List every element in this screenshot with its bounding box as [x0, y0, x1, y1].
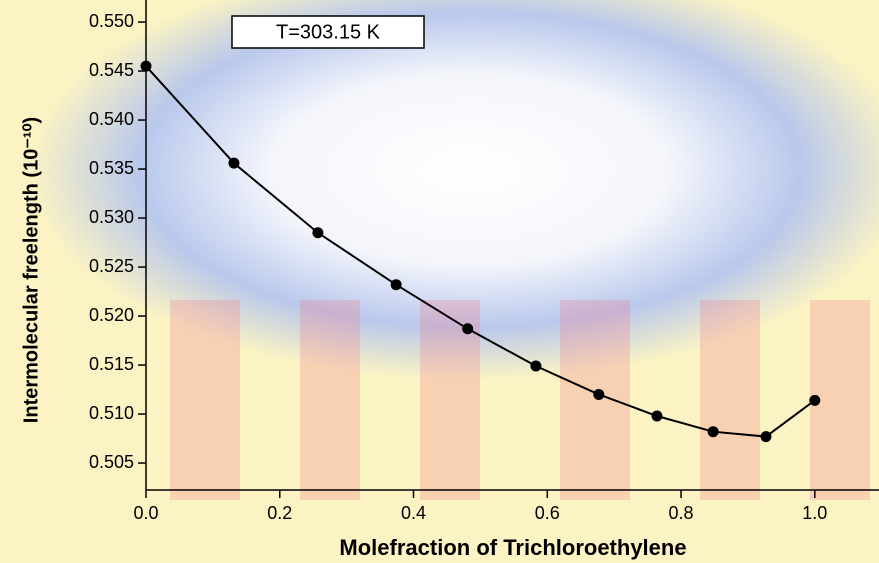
x-tick-label: 0.8	[669, 503, 694, 523]
x-tick-label: 0.0	[133, 503, 158, 523]
x-axis-label: Molefraction of Trichloroethylene	[339, 535, 686, 560]
x-tick-label: 0.4	[401, 503, 426, 523]
y-tick-label: 0.505	[89, 452, 134, 472]
annotation: T=303.15 K	[276, 21, 381, 43]
data-point	[462, 323, 473, 334]
y-tick-label: 0.550	[89, 11, 134, 31]
y-axis-label: Intermolecular freelength (10⁻¹⁰)	[20, 117, 42, 423]
y-tick-label: 0.520	[89, 305, 134, 325]
data-point	[530, 361, 541, 372]
data-point	[391, 279, 402, 290]
x-tick-label: 1.0	[802, 503, 827, 523]
y-tick-label: 0.535	[89, 158, 134, 178]
y-tick-label: 0.540	[89, 109, 134, 129]
data-point	[141, 61, 152, 72]
y-tick-label: 0.515	[89, 354, 134, 374]
chart: T=303.15 K Molefraction of Trichloroethy…	[0, 0, 879, 563]
data-point	[312, 227, 323, 238]
data-point	[228, 158, 239, 169]
x-tick-label: 0.6	[535, 503, 560, 523]
data-point	[651, 411, 662, 422]
y-tick-label: 0.545	[89, 60, 134, 80]
data-point	[760, 431, 771, 442]
x-tick-label: 0.2	[267, 503, 292, 523]
data-point	[593, 389, 604, 400]
y-tick-label: 0.510	[89, 403, 134, 423]
y-tick-label: 0.525	[89, 256, 134, 276]
data-point	[708, 426, 719, 437]
y-tick-label: 0.530	[89, 207, 134, 227]
data-point	[809, 395, 820, 406]
